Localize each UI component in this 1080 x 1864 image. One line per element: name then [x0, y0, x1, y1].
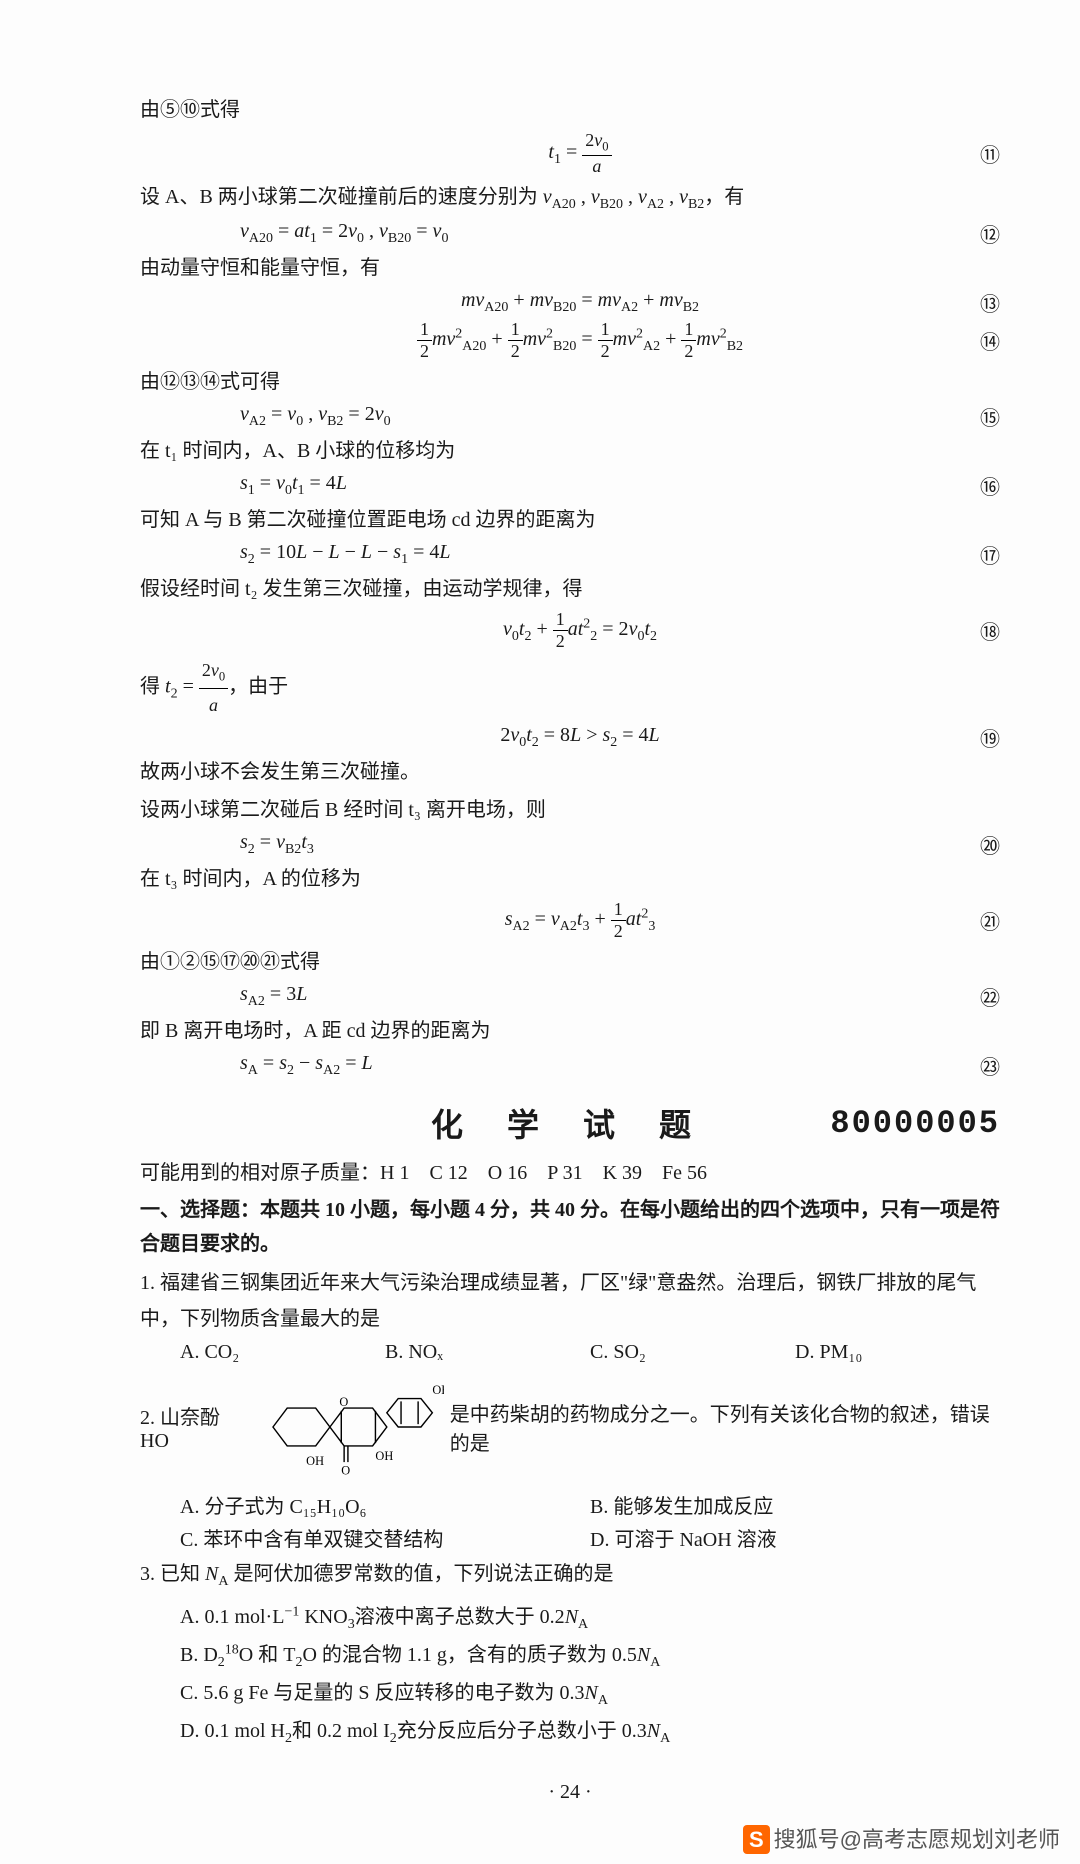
question-3: 3. 已知 NA 是阿伏加德罗常数的值，下列说法正确的是	[140, 1556, 1000, 1594]
question-2: 2. 山奈酚 HO OH OH OH O O 是中药柴胡的药物成分之一。下列有关…	[140, 1372, 1000, 1482]
molecule-icon: OH OH OH O O	[254, 1372, 444, 1482]
text-line: 由①②⑮⑰⑳㉑式得	[140, 944, 1000, 980]
equation-17: s2 = 10L − L − L − s1 = 4L ⑰	[140, 540, 1000, 569]
text-line: 假设经时间 t₂ 发生第三次碰撞，由运动学规律，得	[140, 571, 1000, 607]
atomic-masses: 可能用到的相对原子质量：H 1 C 12 O 16 P 31 K 39 Fe 5…	[140, 1156, 1000, 1185]
option-a: A. 0.1 mol·L−1 KNO3溶液中离子总数大于 0.2NA	[180, 1599, 1000, 1637]
option-a: A. CO₂	[180, 1341, 385, 1364]
equation-12: vA20 = at1 = 2v0 , vB20 = v0 ⑫	[140, 219, 1000, 248]
equation-22: sA2 = 3L ㉒	[140, 982, 1000, 1011]
text-line: 得 t2 = 2v0a，由于	[140, 654, 1000, 722]
question-1-options: A. CO₂ B. NOₓ C. SO₂ D. PM₁₀	[180, 1341, 1000, 1364]
option-d: D. PM₁₀	[795, 1341, 1000, 1364]
equation-15: vA2 = v0 , vB2 = 2v0 ⑮	[140, 402, 1000, 431]
text-line: 由⑤⑩式得	[140, 92, 1000, 128]
section-header: 一、选择题：本题共 10 小题，每小题 4 分，共 40 分。在每小题给出的四个…	[140, 1193, 1000, 1261]
chemistry-title-row: 化 学 试 题 80000005	[140, 1100, 1000, 1146]
svg-text:OH: OH	[375, 1450, 393, 1464]
sohu-logo-icon: S	[743, 1825, 770, 1854]
svg-text:O: O	[339, 1396, 348, 1410]
equation-20: s2 = vB2t3 ⑳	[140, 830, 1000, 859]
equation-18: v0t2 + 12at22 = 2v0t2 ⑱	[140, 609, 1000, 652]
option-d: D. 可溶于 NaOH 溶液	[590, 1523, 1000, 1552]
text-line: 可知 A 与 B 第二次碰撞位置距电场 cd 边界的距离为	[140, 502, 1000, 538]
svg-text:OH: OH	[306, 1454, 324, 1468]
equation-16: s1 = v0t1 = 4L ⑯	[140, 471, 1000, 500]
equation-11: t1 = 2v0a ⑪	[140, 130, 1000, 177]
chemistry-title: 化 学 试 题	[431, 1100, 709, 1146]
watermark: S搜狐号@高考志愿规划刘老师	[743, 1822, 1060, 1854]
option-a: A. 分子式为 C₁₅H₁₀O₆	[180, 1490, 590, 1519]
text-line: 由动量守恒和能量守恒，有	[140, 250, 1000, 286]
exam-code-stamp: 80000005	[830, 1105, 1000, 1142]
question-1: 1. 福建省三钢集团近年来大气污染治理成绩显著，厂区"绿"意盎然。治理后，钢铁厂…	[140, 1265, 1000, 1337]
option-b: B. 能够发生加成反应	[590, 1490, 1000, 1519]
exam-page: 由⑤⑩式得 t1 = 2v0a ⑪ 设 A、B 两小球第二次碰撞前后的速度分别为…	[0, 0, 1080, 1864]
equation-21: sA2 = vA2t3 + 12at23 ㉑	[140, 899, 1000, 942]
option-b: B. D218O 和 T2O 的混合物 1.1 g，含有的质子数为 0.5NA	[180, 1637, 1000, 1675]
text-line: 故两小球不会发生第三次碰撞。	[140, 754, 1000, 790]
option-d: D. 0.1 mol H2和 0.2 mol I2充分反应后分子总数小于 0.3…	[180, 1713, 1000, 1751]
option-c: C. 苯环中含有单双键交替结构	[180, 1523, 590, 1552]
text-line: 设两小球第二次碰后 B 经时间 t₃ 离开电场，则	[140, 792, 1000, 828]
svg-text:O: O	[341, 1464, 350, 1478]
page-number: · 24 ·	[140, 1781, 1000, 1804]
text-line: 在 t₃ 时间内，A 的位移为	[140, 861, 1000, 897]
option-b: B. NOₓ	[385, 1341, 590, 1364]
equation-13: mvA20 + mvB20 = mvA2 + mvB2 ⑬	[140, 288, 1000, 317]
text-line: 设 A、B 两小球第二次碰撞前后的速度分别为 vA20 , vB20 , vA2…	[140, 179, 1000, 217]
equation-19: 2v0t2 = 8L > s2 = 4L ⑲	[140, 723, 1000, 752]
question-2-options: A. 分子式为 C₁₅H₁₀O₆ B. 能够发生加成反应 C. 苯环中含有单双键…	[180, 1490, 1000, 1552]
text-line: 在 t₁ 时间内，A、B 小球的位移均为	[140, 433, 1000, 469]
svg-text:OH: OH	[432, 1383, 443, 1397]
equation-14: 12mv2A20 + 12mv2B20 = 12mv2A2 + 12mv2B2 …	[140, 319, 1000, 362]
text-line: 即 B 离开电场时，A 距 cd 边界的距离为	[140, 1013, 1000, 1049]
option-c: C. 5.6 g Fe 与足量的 S 反应转移的电子数为 0.3NA	[180, 1675, 1000, 1713]
question-3-options: A. 0.1 mol·L−1 KNO3溶液中离子总数大于 0.2NA B. D2…	[180, 1599, 1000, 1752]
equation-23: sA = s2 − sA2 = L ㉓	[140, 1051, 1000, 1080]
option-c: C. SO₂	[590, 1341, 795, 1364]
text-line: 由⑫⑬⑭式可得	[140, 364, 1000, 400]
